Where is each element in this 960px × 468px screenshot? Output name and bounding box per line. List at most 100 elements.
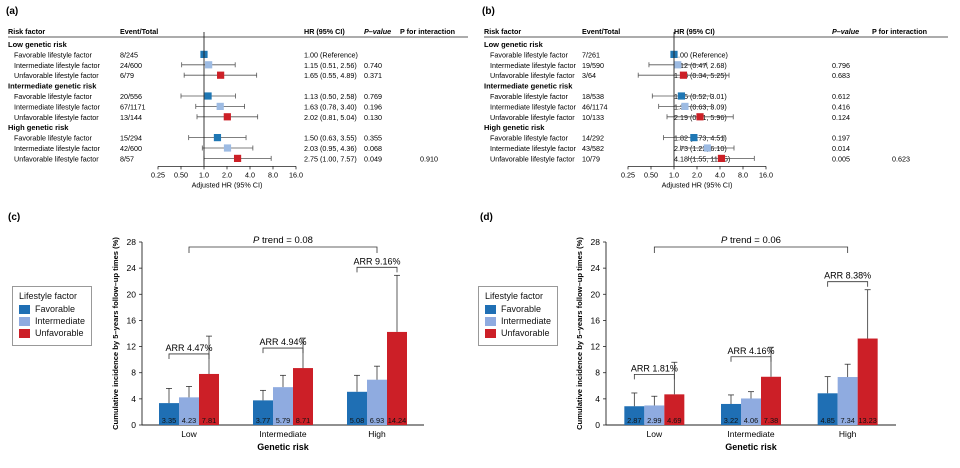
row-p-value-b: 0.612 [832, 92, 850, 101]
y-tick-label-d: 16 [591, 315, 601, 325]
hr-point-a [223, 144, 232, 152]
bar-plot-c: 0 4 8 12 16 20 24 28 Cumulative incidence by 5–y… [111, 235, 424, 452]
row-events-b: 46/1174 [582, 102, 607, 111]
header-risk-factor-b: Risk factor [484, 27, 521, 36]
row-events-b: 14/292 [582, 134, 604, 143]
legend-d: Lifestyle factor Favorable Intermediate … [478, 286, 559, 346]
forest-plot-a: (a) Risk factor Event/Total HR (95% CI) P–v… [6, 6, 468, 189]
row-label-a: Favorable lifestyle factor [14, 50, 93, 59]
arr-bracket-d [730, 356, 772, 362]
x-tick-label-b: 8.0 [738, 170, 748, 179]
y-tick-label-c: 20 [127, 289, 137, 299]
row-events-b: 18/538 [582, 92, 604, 101]
data-label-d: 4.06 [744, 416, 758, 425]
data-label-c: 7.81 [202, 416, 216, 425]
row-label-a: Favorable lifestyle factor [14, 134, 93, 143]
data-label-d: 13.23 [858, 416, 877, 425]
row-label-a: Intermediate lifestyle factor [14, 144, 100, 153]
hr-point-a [216, 102, 224, 110]
legend-item-favorable-d: Favorable [485, 304, 551, 314]
x-tick-label-d: High [839, 429, 857, 439]
data-label-c: 6.93 [370, 416, 384, 425]
y-tick-label-d: 20 [591, 289, 601, 299]
x-tick-label-b: 0.25 [621, 170, 635, 179]
x-tick-label-b: 2.0 [692, 170, 702, 179]
y-axis-label-d: Cumulative incidence by 5–years follow–u… [575, 237, 584, 430]
data-label-c: 5.08 [350, 416, 364, 425]
hr-point-b [679, 71, 688, 79]
header-p-interaction-b: P for interaction [872, 27, 927, 36]
row-p-value-b: 0.005 [832, 154, 850, 163]
row-events-a: 8/57 [120, 154, 134, 163]
x-tick-label-b: 1.0 [669, 170, 679, 179]
data-label-c: 14.24 [388, 416, 407, 425]
x-tick-label-b: 4.0 [715, 170, 725, 179]
row-events-b: 10/133 [582, 113, 604, 122]
bar-c [159, 403, 179, 425]
row-hr-text-b: 1.12 (0.47, 2.68) [674, 61, 727, 70]
y-tick-label-c: 24 [127, 263, 137, 273]
y-tick-label-c: 0 [131, 420, 136, 430]
data-label-c: 4.23 [182, 416, 196, 425]
panel-label-d: (d) [480, 212, 493, 223]
y-tick-label-c: 8 [131, 368, 136, 378]
data-label-d: 2.99 [647, 416, 661, 425]
row-label-a: Unfavorable lifestyle factor [14, 71, 99, 80]
trend-bracket-d [653, 246, 849, 253]
row-events-a: 20/556 [120, 92, 142, 101]
hr-point-a [213, 134, 222, 142]
bar-d [721, 403, 741, 425]
legend-item-unfavorable-c: Unfavorable [19, 328, 85, 338]
bar-chart-c: (c) 0 4 8 12 16 20 24 28 Cumulative incidence by… [8, 212, 424, 452]
x-tick-label-b: 0.50 [644, 170, 658, 179]
data-label-d: 7.38 [764, 416, 778, 425]
row-p-value-b: 0.014 [832, 144, 850, 153]
row-p-value-b: 0.796 [832, 61, 850, 70]
legend-swatch-favorable-c [19, 304, 30, 314]
row-hr-text-a: 2.03 (0.95, 4.36) [304, 144, 357, 153]
bar-c [347, 391, 367, 425]
group-label-b: Low genetic risk [484, 40, 544, 49]
hr-point-a [233, 154, 242, 162]
row-events-b: 19/590 [582, 61, 604, 70]
bar-plot-d: 0 4 8 12 16 20 24 28 Cumulative incidence by 5–y… [575, 235, 896, 452]
row-events-b: 43/582 [582, 144, 604, 153]
bar-d [817, 393, 838, 425]
row-p-value-a: 0.196 [364, 102, 382, 111]
arr-label-d: ARR 8.38% [824, 271, 871, 281]
data-label-c: 3.77 [256, 416, 270, 425]
arr-label-d: ARR 4.16% [727, 346, 774, 356]
row-label-b: Intermediate lifestyle factor [490, 102, 576, 111]
panel-label-b: (b) [482, 6, 495, 17]
data-label-d: 7.34 [840, 416, 854, 425]
group-label-a: Low genetic risk [8, 40, 68, 49]
x-tick-label-a: 4.0 [245, 170, 255, 179]
y-tick-label-d: 8 [595, 368, 600, 378]
row-label-a: Unfavorable lifestyle factor [14, 113, 99, 122]
p-trend-label-d: P trend = 0.06 [721, 235, 781, 246]
row-events-b: 7/261 [582, 50, 600, 59]
legend-label-unfavorable-d: Unfavorable [501, 328, 550, 338]
y-tick-label-c: 12 [127, 342, 137, 352]
forest-rows-a: Risk factor Event/Total HR (95% CI) P–value… [8, 27, 468, 189]
row-p-value-a: 0.740 [364, 61, 382, 70]
arr-label-c: ARR 9.16% [353, 256, 400, 266]
legend-item-intermediate-d: Intermediate [485, 316, 551, 326]
row-hr-text-a: 1.65 (0.55, 4.89) [304, 71, 357, 80]
y-tick-label-d: 24 [591, 263, 601, 273]
group-label-a: Intermediate genetic risk [8, 82, 97, 91]
arr-bracket-c [356, 266, 398, 273]
bar-d [664, 394, 685, 425]
row-events-a: 67/1171 [120, 102, 145, 111]
row-events-a: 8/245 [120, 50, 138, 59]
row-hr-text-b: 1.39 (0.63, 3.09) [674, 102, 727, 111]
row-label-b: Unfavorable lifestyle factor [490, 154, 575, 163]
legend-swatch-unfavorable-d [485, 328, 496, 338]
row-events-b: 10/79 [582, 154, 600, 163]
x-axis-label-a: Adjusted HR (95% CI) [192, 180, 263, 189]
y-tick-label-c: 16 [127, 315, 137, 325]
row-events-a: 6/79 [120, 71, 134, 80]
arr-label-c: ARR 4.47% [165, 343, 212, 353]
legend-label-favorable-c: Favorable [35, 304, 76, 314]
row-label-b: Favorable lifestyle factor [490, 92, 569, 101]
